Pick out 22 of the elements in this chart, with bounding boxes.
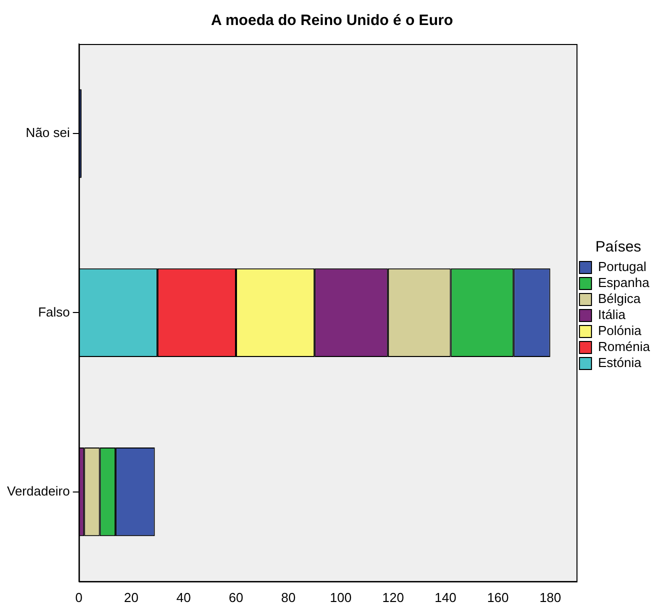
legend-title: Países [595, 238, 642, 256]
legend-label: Portugal [598, 259, 647, 274]
y-tick-label: Falso [38, 304, 70, 320]
legend-label: Polónia [598, 323, 642, 338]
y-tick-label: Não sei [26, 125, 70, 140]
x-tick-label: 140 [434, 590, 456, 605]
legend-label: Itália [598, 307, 626, 322]
chart-title: A moeda do Reino Unido é o Euro [211, 12, 453, 30]
x-tick-label: 60 [228, 590, 244, 605]
x-tick-label: 40 [176, 590, 191, 605]
x-tick-label: 180 [539, 590, 562, 605]
legend-label: Roménia [598, 339, 651, 354]
legend-label: Estónia [598, 355, 642, 370]
x-tick-label: 160 [487, 590, 509, 605]
x-tick-label: 120 [382, 590, 404, 605]
legend-label: Bélgica [598, 291, 642, 306]
legend-label: Espanha [598, 275, 650, 290]
y-tick-label: Verdadeiro [6, 483, 70, 498]
x-tick-label: 20 [124, 590, 138, 605]
x-tick-label: 0 [75, 590, 82, 605]
x-tick-label: 100 [330, 590, 352, 605]
x-tick-label: 80 [281, 590, 296, 605]
